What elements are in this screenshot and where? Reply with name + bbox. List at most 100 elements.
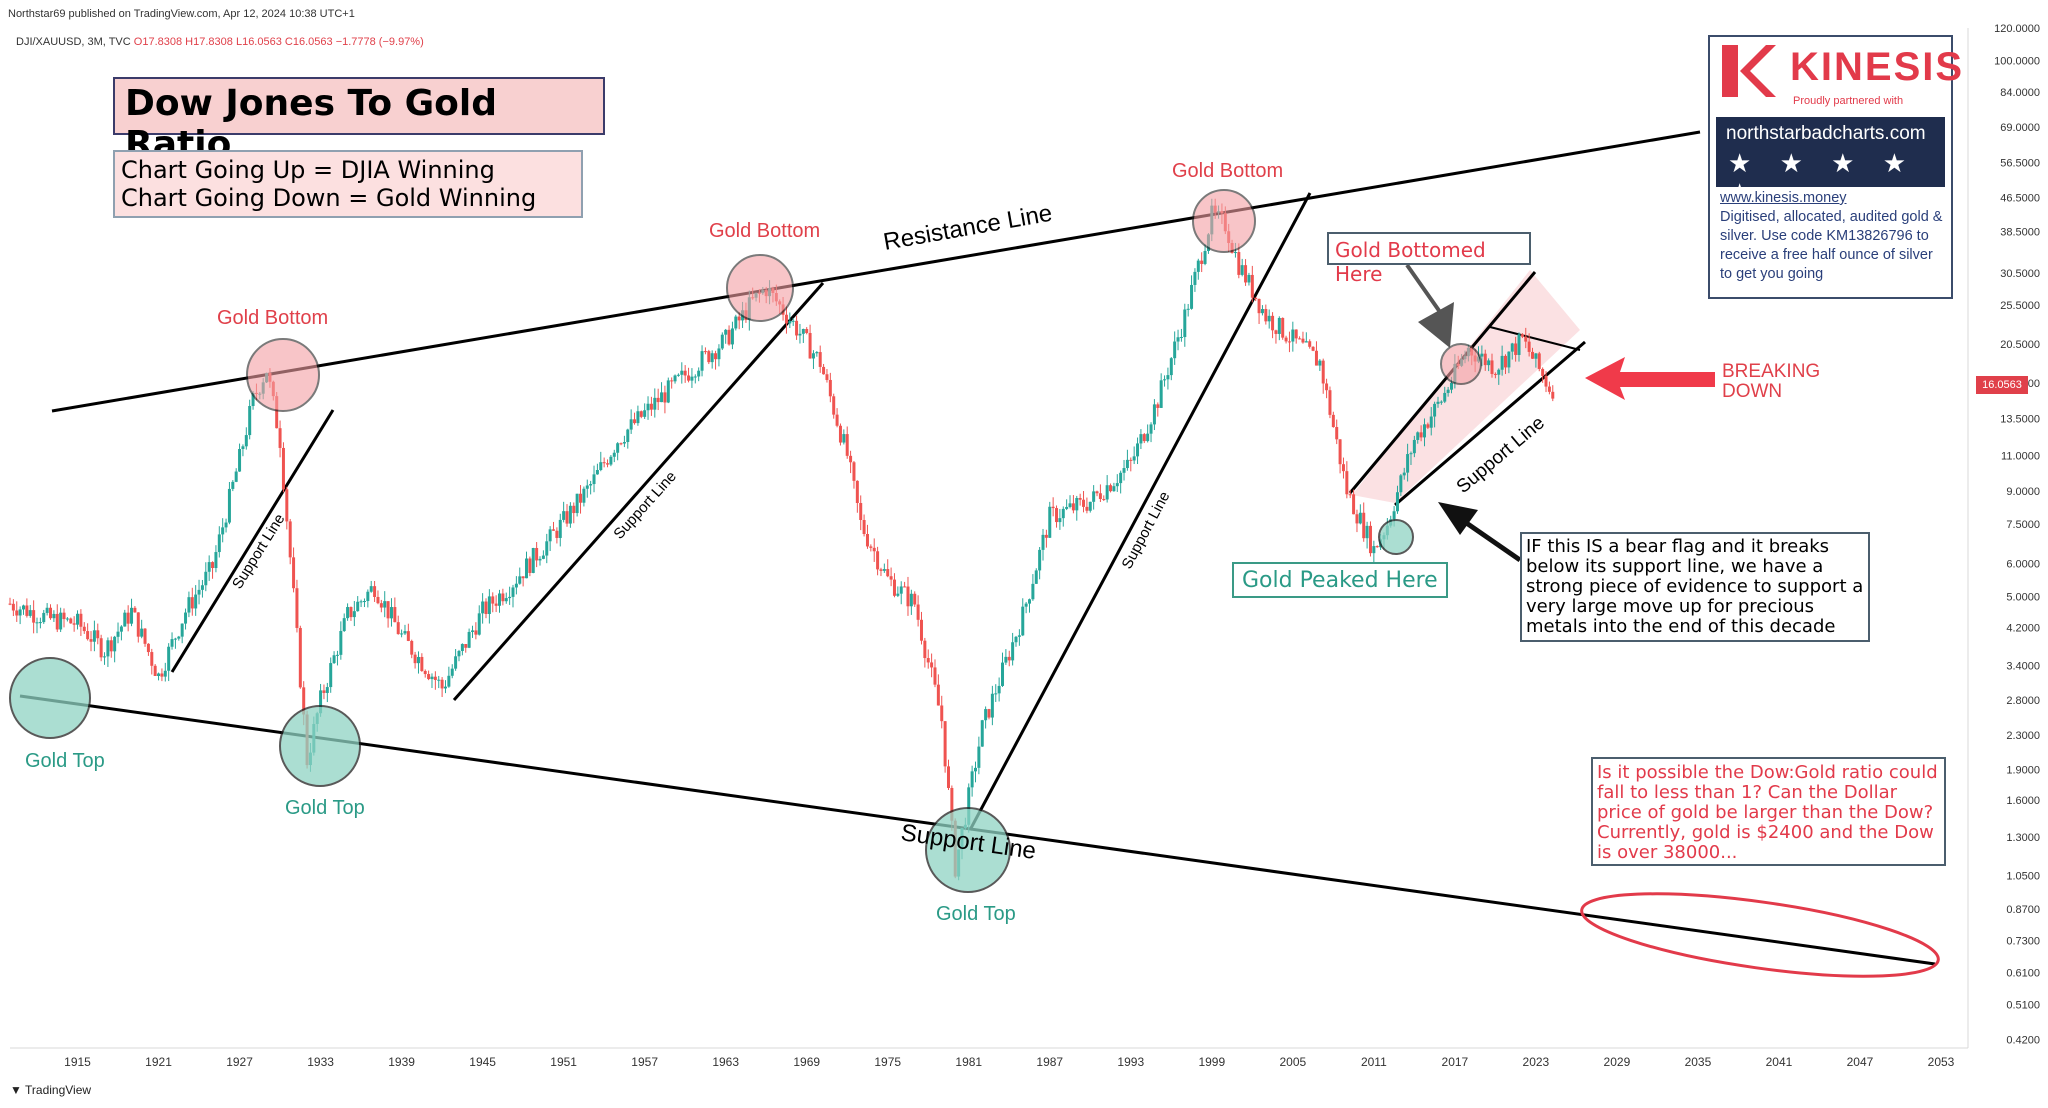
candle-body: [552, 529, 556, 531]
candle-body: [815, 352, 819, 354]
gold-bottom-circle-1966: [726, 254, 794, 322]
candle-body: [248, 406, 252, 436]
candle-body: [511, 587, 515, 597]
candle-body: [859, 503, 863, 521]
candle-body: [45, 607, 49, 613]
candle-body: [1412, 439, 1416, 454]
candle-body: [582, 488, 586, 503]
candle-body: [1179, 337, 1183, 339]
northstar-banner[interactable]: northstarbadcharts.com ★ ★ ★ ★ ★: [1716, 117, 1945, 209]
candle-body: [467, 631, 471, 648]
candle-body: [1119, 472, 1123, 484]
breaking-down-line-1: BREAKING: [1722, 361, 1821, 382]
candle-body: [1058, 518, 1062, 523]
candle-body: [1017, 635, 1021, 637]
flag-support-line: [1394, 340, 1586, 507]
candle-body: [423, 670, 427, 675]
candle-body: [1156, 404, 1160, 408]
candle-body: [784, 314, 788, 324]
candle-body: [1034, 570, 1038, 584]
candle-body: [1038, 549, 1042, 571]
candle-body: [687, 375, 691, 381]
candle-body: [1365, 525, 1369, 539]
candle-body: [1028, 599, 1032, 604]
gold-top-label-1932: Gold Top: [285, 797, 365, 819]
x-tick-label: 1963: [712, 1055, 739, 1069]
candle-body: [970, 771, 974, 788]
kinesis-copy: www.kinesis.money Digitised, allocated, …: [1720, 189, 1948, 284]
y-tick-label: 5.0000: [2006, 591, 2040, 603]
ohlc-open: O17.8308: [133, 36, 183, 48]
gold-bottom-label-1929: Gold Bottom: [217, 307, 329, 329]
candle-body: [65, 618, 69, 620]
candle-body: [1078, 498, 1082, 500]
candle-body: [28, 610, 32, 616]
candle-body: [295, 588, 299, 628]
candle-body: [433, 676, 437, 680]
candle-body: [1055, 508, 1059, 523]
candle-body: [1311, 346, 1315, 351]
x-tick-label: 1987: [1036, 1055, 1063, 1069]
kinesis-description: Digitised, allocated, audited gold & sil…: [1720, 209, 1943, 282]
kinesis-link[interactable]: www.kinesis.money: [1720, 190, 1847, 206]
candle-body: [1392, 511, 1396, 520]
kinesis-ad[interactable]: KINESIS Proudly partnered with northstar…: [1708, 35, 1962, 299]
candle-body: [238, 449, 242, 472]
candle-body: [1480, 353, 1484, 357]
candle-body: [150, 652, 154, 666]
candle-body: [491, 596, 495, 604]
candle-body: [845, 434, 849, 456]
candle-body: [227, 488, 231, 523]
candle-body: [1264, 308, 1268, 322]
candle-body: [734, 316, 738, 329]
candle-body: [167, 646, 171, 671]
northstar-site[interactable]: northstarbadcharts.com: [1726, 123, 1926, 144]
candle-body: [1196, 260, 1200, 272]
y-tick-label: 84.0000: [2000, 87, 2040, 99]
breaking-down-label: BREAKING DOWN: [1722, 362, 1820, 402]
candle-body: [646, 403, 650, 411]
candle-body: [1142, 434, 1146, 442]
candle-body: [200, 585, 204, 590]
candle-body: [676, 374, 680, 376]
candle-body: [72, 623, 76, 625]
candle-body: [930, 662, 934, 668]
candle-body: [1146, 433, 1150, 442]
x-tick-label: 1969: [793, 1055, 820, 1069]
candle-body: [1328, 390, 1332, 415]
candle-body: [130, 607, 134, 624]
candle-body: [1004, 656, 1008, 663]
candle-body: [400, 633, 404, 635]
tradingview-brand: TradingView: [25, 1083, 92, 1097]
candle-body: [1136, 443, 1140, 457]
candle-body: [579, 493, 583, 503]
candle-body: [1544, 375, 1548, 387]
candle-body: [89, 639, 93, 642]
candle-body: [862, 520, 866, 534]
candle-body: [943, 721, 947, 767]
candle-body: [940, 705, 944, 722]
candle-body: [464, 644, 468, 648]
y-tick-label: 1.9000: [2006, 764, 2040, 776]
x-tick-label: 2023: [1523, 1055, 1550, 1069]
candle-body: [805, 328, 809, 333]
candle-body: [926, 658, 930, 663]
candle-body: [393, 607, 397, 623]
candle-body: [1281, 317, 1285, 338]
candle-body: [1446, 389, 1450, 393]
y-tick-label: 120.0000: [1994, 23, 2040, 35]
candle-body: [92, 630, 96, 642]
candle-body: [562, 511, 566, 520]
candle-body: [1291, 329, 1295, 342]
candle-body: [234, 471, 238, 482]
candle-body: [541, 555, 545, 559]
candle-body: [683, 370, 687, 376]
candle-body: [882, 569, 886, 571]
candle-body: [153, 665, 157, 676]
candle-body: [1395, 492, 1399, 512]
candle-body: [1021, 606, 1025, 636]
y-tick-label: 0.6100: [2006, 968, 2040, 980]
candle-body: [1166, 375, 1170, 380]
candle-body: [1375, 546, 1379, 548]
candle-body: [207, 562, 211, 572]
